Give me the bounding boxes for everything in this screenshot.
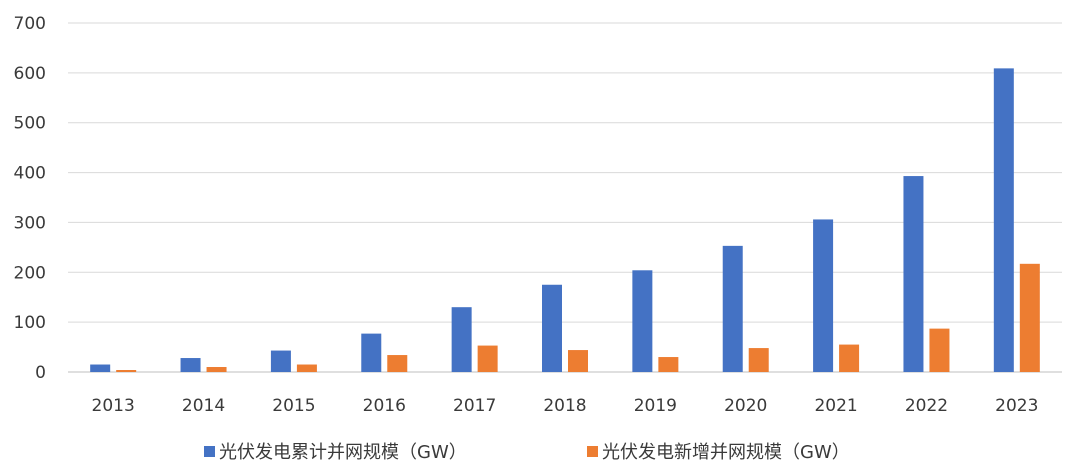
bar-new-2017 [477, 345, 498, 372]
x-tick-label: 2015 [272, 396, 315, 416]
bar-cumulative-2013 [90, 364, 111, 372]
x-tick-label: 2013 [92, 396, 135, 416]
bar-new-2018 [568, 350, 588, 372]
bar-new-2013 [116, 370, 137, 372]
bar-cumulative-2018 [542, 284, 562, 372]
bar-cumulative-2019 [632, 270, 653, 372]
bar-new-2020 [748, 348, 769, 372]
x-tick-label: 2021 [814, 396, 857, 416]
bar-cumulative-2017 [451, 307, 472, 372]
bar-cumulative-2016 [361, 333, 382, 372]
legend-label-cumulative: 光伏发电累计并网规模（GW） [219, 442, 467, 463]
bar-new-2022 [929, 328, 950, 372]
y-tick-label: 100 [14, 313, 46, 333]
bar-new-2016 [387, 355, 408, 372]
y-tick-label: 600 [14, 64, 46, 84]
x-tick-label: 2014 [182, 396, 225, 416]
bar-new-2021 [839, 344, 860, 372]
x-tick-label: 2017 [453, 396, 496, 416]
legend-swatch-new [587, 445, 598, 457]
bar-cumulative-2015 [270, 350, 291, 372]
bars [90, 68, 1040, 373]
y-tick-label: 500 [14, 114, 46, 134]
y-tick-label: 400 [14, 164, 46, 184]
y-tick-label: 700 [14, 14, 46, 34]
x-axis-ticks: 2013 2014 2015 2016 2017 2018 2019 2020 2021 2022… [92, 396, 1039, 416]
bar-new-2014 [206, 367, 227, 372]
x-tick-label: 2018 [543, 396, 586, 416]
legend-item-cumulative: 光伏发电累计并网规模（GW） [204, 438, 467, 464]
x-tick-label: 2020 [724, 396, 767, 416]
y-tick-label: 300 [14, 213, 46, 233]
bar-new-2015 [296, 364, 317, 372]
y-tick-label: 200 [14, 263, 46, 283]
bar-cumulative-2023 [993, 68, 1014, 373]
x-tick-label: 2023 [995, 396, 1038, 416]
x-tick-label: 2016 [363, 396, 406, 416]
x-tick-label: 2019 [634, 396, 677, 416]
x-tick-label: 2022 [905, 396, 948, 416]
legend-swatch-cumulative [204, 445, 215, 457]
bar-cumulative-2014 [180, 358, 201, 372]
gridlines [68, 22, 1062, 373]
legend: 光伏发电累计并网规模（GW） 光伏发电新增并网规模（GW） [0, 438, 1065, 464]
y-tick-label: 0 [35, 363, 46, 383]
bar-cumulative-2020 [722, 245, 743, 372]
legend-item-new: 光伏发电新增并网规模（GW） [587, 438, 850, 464]
bar-cumulative-2021 [813, 219, 834, 372]
bar-cumulative-2022 [903, 176, 924, 372]
bar-new-2019 [658, 357, 679, 372]
bar-new-2023 [1019, 263, 1040, 372]
y-axis-ticks: 0 100 200 300 400 500 600 700 [14, 14, 46, 383]
legend-label-new: 光伏发电新增并网规模（GW） [602, 442, 850, 463]
